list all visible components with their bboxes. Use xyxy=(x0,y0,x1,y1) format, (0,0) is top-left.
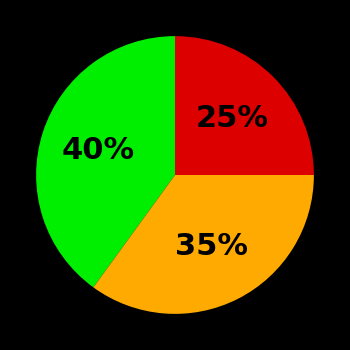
Wedge shape xyxy=(36,36,175,287)
Wedge shape xyxy=(175,36,314,175)
Text: 40%: 40% xyxy=(62,135,135,164)
Text: 25%: 25% xyxy=(195,104,268,133)
Wedge shape xyxy=(93,175,314,314)
Text: 35%: 35% xyxy=(175,232,248,261)
